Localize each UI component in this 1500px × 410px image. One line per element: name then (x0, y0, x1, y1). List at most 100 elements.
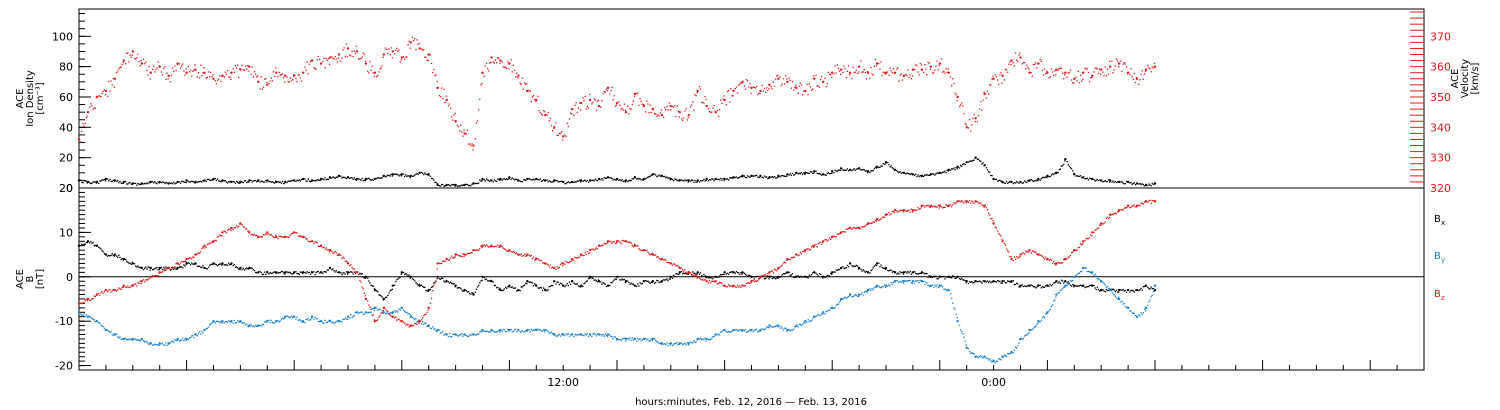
data-point-fill (789, 330, 791, 332)
data-point-fill (281, 271, 284, 273)
data-point-fill (260, 76, 262, 78)
data-point-fill (138, 339, 140, 341)
data-point-fill (530, 254, 532, 257)
data-point-fill (906, 210, 908, 212)
data-point-fill (237, 64, 239, 66)
data-point-fill (549, 332, 552, 334)
data-point-fill (937, 204, 939, 206)
data-point-fill (196, 265, 198, 267)
data-point-fill (628, 113, 630, 115)
data-point-fill (503, 329, 506, 331)
data-point-fill (520, 331, 522, 333)
data-point-fill (538, 179, 540, 181)
data-point-fill (452, 333, 454, 335)
data-point-fill (361, 286, 363, 288)
data-point-fill (853, 71, 855, 74)
data-point-fill (451, 183, 453, 186)
data-point-fill (762, 90, 764, 92)
data-point-fill (118, 337, 120, 339)
data-point-fill (140, 282, 142, 285)
data-point-fill (1062, 72, 1064, 74)
data-point-fill (840, 267, 842, 269)
data-point-fill (1088, 81, 1091, 83)
data-point-fill (1127, 181, 1129, 183)
data-point-fill (224, 71, 226, 73)
data-point-fill (717, 115, 720, 117)
data-point-fill (1135, 289, 1138, 291)
data-point-fill (845, 169, 847, 171)
data-point-fill (1118, 210, 1120, 213)
data-point-fill (521, 330, 523, 332)
data-point-fill (515, 178, 517, 180)
data-point-fill (84, 243, 86, 245)
data-point-fill (355, 179, 358, 181)
data-point-fill (145, 61, 147, 63)
left-axis-label: ACE Ion Density [cm⁻³] (15, 70, 46, 127)
data-point-fill (658, 257, 660, 259)
data-point-fill (849, 74, 851, 76)
data-point-fill (914, 209, 916, 211)
data-point (248, 179, 251, 182)
data-point-fill (516, 72, 518, 75)
data-point (212, 177, 215, 181)
data-point-fill (875, 264, 878, 267)
data-point-fill (121, 257, 123, 260)
data-point-fill (556, 134, 558, 136)
data-point-fill (641, 339, 643, 341)
data-point-fill (881, 74, 883, 77)
data-point-fill (846, 168, 849, 170)
data-point-fill (289, 180, 291, 182)
data-point-fill (1107, 73, 1110, 75)
data-point-fill (256, 235, 258, 237)
data-point-fill (807, 94, 809, 96)
data-point-fill (1070, 252, 1073, 254)
data-point-fill (711, 337, 713, 339)
data-point-fill (367, 300, 369, 302)
data-point-fill (589, 179, 591, 182)
data-point-fill (416, 39, 418, 41)
data-point-fill (268, 273, 270, 275)
data-point-fill (944, 72, 946, 74)
data-point-fill (1013, 283, 1016, 286)
data-point-fill (144, 267, 146, 269)
data-point-fill (705, 280, 707, 282)
data-point-fill (286, 76, 288, 78)
data-point-fill (165, 181, 167, 184)
data-point-fill (336, 254, 339, 256)
data-point-fill (445, 258, 447, 261)
data-point-fill (1097, 227, 1100, 229)
data-point-fill (687, 344, 689, 346)
data-point-fill (809, 171, 812, 173)
data-point-fill (99, 247, 101, 249)
data-point-fill (1152, 67, 1155, 69)
data-point-fill (426, 59, 428, 61)
data-point-fill (630, 339, 632, 342)
data-point-fill (1114, 212, 1116, 214)
data-point-fill (1057, 69, 1059, 71)
data-point-fill (373, 319, 376, 321)
data-point-fill (880, 264, 882, 266)
left-axis-label-line: [nT] (35, 269, 46, 289)
data-point-fill (982, 357, 984, 359)
data-point-fill (621, 107, 623, 110)
data-point-fill (893, 169, 896, 171)
data-point-fill (795, 275, 797, 277)
data-point-fill (197, 181, 200, 183)
data-point-fill (314, 180, 316, 182)
data-point-fill (207, 71, 210, 73)
data-point (391, 50, 395, 53)
data-point-fill (925, 272, 927, 275)
data-point-fill (371, 178, 373, 181)
data-point-fill (762, 275, 764, 277)
data-point-fill (130, 338, 132, 341)
data-point-fill (837, 169, 840, 171)
data-point-fill (128, 286, 130, 289)
data-point (257, 80, 260, 84)
data-point-fill (1125, 180, 1128, 183)
data-point-fill (1081, 176, 1083, 179)
data-point-fill (404, 310, 406, 313)
data-point-fill (311, 317, 313, 319)
data-point-fill (102, 326, 104, 328)
data-point-fill (241, 65, 243, 67)
data-point-fill (648, 253, 650, 255)
